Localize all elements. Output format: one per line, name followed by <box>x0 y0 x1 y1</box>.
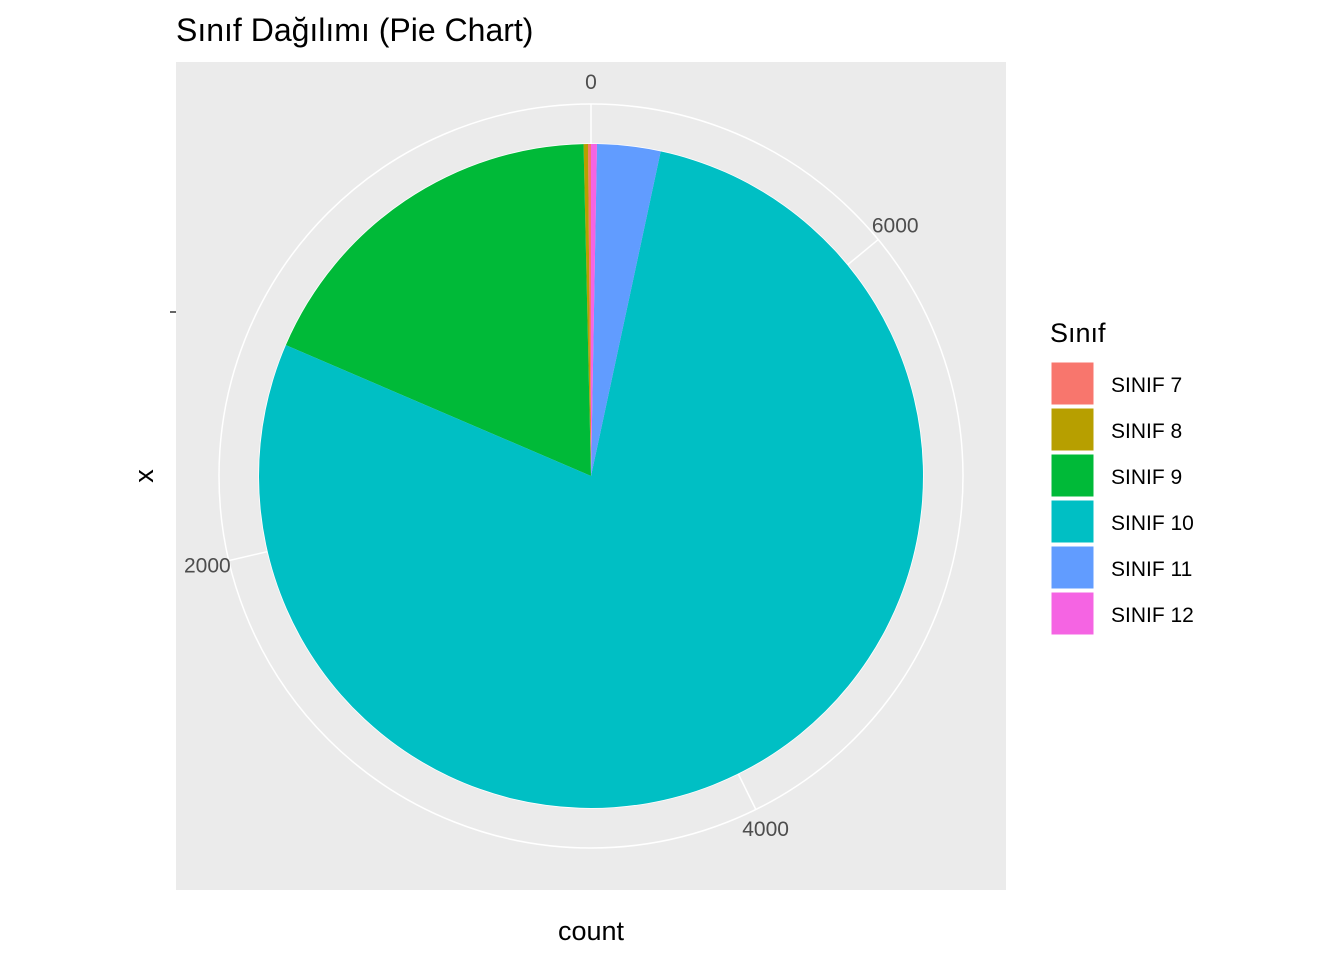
tick-label-2000: 2000 <box>184 555 231 578</box>
legend-label-sinif-7: SINIF 7 <box>1111 374 1182 397</box>
legend-label-sinif-9: SINIF 9 <box>1111 466 1182 489</box>
legend-key-sinif-12 <box>1050 591 1095 636</box>
legend-title: Sınıf <box>1050 318 1106 348</box>
pie-slice-sinif-12 <box>591 144 597 476</box>
x-axis-title: count <box>558 916 625 946</box>
pie-slice-sinif-7 <box>588 144 591 476</box>
slice-layer <box>259 144 923 808</box>
pie-slice-sinif-8 <box>583 144 591 476</box>
legend-label-sinif-11: SINIF 11 <box>1111 558 1192 581</box>
tick-label-4000: 4000 <box>742 818 789 841</box>
legend-key-sinif-11 <box>1050 545 1095 590</box>
pie-slice-sinif-11 <box>591 144 661 476</box>
legend-key-sinif-8 <box>1050 407 1095 452</box>
pie-slice-sinif-9 <box>285 144 591 477</box>
y-axis-title: x <box>129 469 159 483</box>
legend-label-sinif-10: SINIF 10 <box>1111 512 1194 535</box>
legend-key-sinif-9 <box>1050 453 1095 498</box>
pie-slice-sinif-10 <box>259 151 923 808</box>
legend-label-sinif-12: SINIF 12 <box>1111 604 1194 627</box>
tick-label-6000: 6000 <box>872 215 919 238</box>
legend-label-sinif-8: SINIF 8 <box>1111 420 1182 443</box>
legend-key-sinif-10 <box>1050 499 1095 544</box>
tick-label-0: 0 <box>585 71 597 94</box>
angular-tick-labels: 0 2000 4000 6000 <box>184 71 919 841</box>
legend: SINIF 7 SINIF 8 SINIF 9 SINIF 10 SINIF 11 SIN… <box>1050 361 1194 636</box>
chart-title: Sınıf Dağılımı (Pie Chart) <box>176 12 533 48</box>
legend-key-sinif-7 <box>1050 361 1095 406</box>
